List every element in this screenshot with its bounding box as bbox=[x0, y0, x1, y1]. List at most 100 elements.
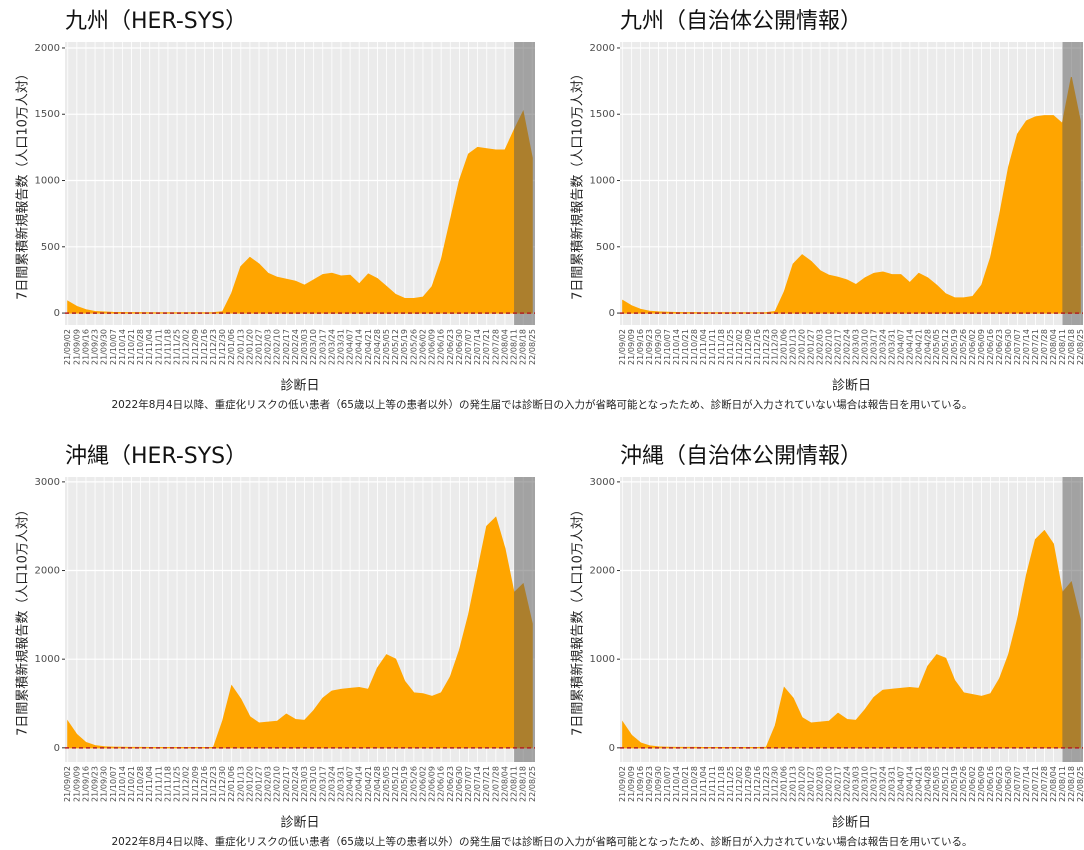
x-tick-label: 22/02/10 bbox=[273, 329, 282, 365]
x-tick-label: 22/03/17 bbox=[318, 766, 327, 802]
x-tick-label: 22/06/09 bbox=[977, 766, 986, 802]
x-tick-label: 22/06/09 bbox=[428, 766, 437, 802]
x-tick-label: 22/05/05 bbox=[382, 766, 391, 802]
x-tick-label: 22/08/11 bbox=[1058, 766, 1067, 802]
x-tick-label: 22/01/13 bbox=[789, 329, 798, 365]
y-axis-label: 7日間累積新規報告数（人口10万人対） bbox=[570, 503, 586, 736]
x-tick-label: 22/02/10 bbox=[825, 329, 834, 365]
x-tick-label: 21/10/07 bbox=[109, 329, 118, 365]
x-tick-label: 22/03/24 bbox=[878, 766, 887, 802]
x-tick-label: 22/05/05 bbox=[932, 766, 941, 802]
x-tick-label: 22/05/05 bbox=[932, 329, 941, 365]
x-tick-label: 22/07/21 bbox=[482, 766, 491, 802]
x-tick-label: 22/05/12 bbox=[391, 766, 400, 802]
x-tick-label: 22/05/26 bbox=[959, 766, 968, 802]
x-tick-label: 22/01/13 bbox=[236, 766, 245, 802]
x-tick-label: 21/12/02 bbox=[735, 329, 744, 365]
x-tick-label: 21/09/16 bbox=[81, 329, 90, 365]
x-tick-label: 22/04/14 bbox=[905, 766, 914, 802]
x-tick-label: 21/10/28 bbox=[690, 329, 699, 365]
x-tick-label: 22/03/17 bbox=[869, 329, 878, 365]
x-tick-label: 22/08/18 bbox=[1067, 766, 1076, 802]
x-tick-label: 22/06/02 bbox=[418, 329, 427, 365]
x-tick-label: 21/10/28 bbox=[136, 329, 145, 365]
x-tick-label: 21/12/23 bbox=[209, 766, 218, 802]
x-tick-label: 22/08/11 bbox=[510, 329, 519, 365]
x-tick-label: 22/08/11 bbox=[1058, 329, 1067, 365]
x-tick-label: 22/03/03 bbox=[851, 329, 860, 365]
x-tick-label: 22/08/04 bbox=[1049, 329, 1058, 365]
x-tick-label: 22/07/28 bbox=[1040, 766, 1049, 802]
y-tick-label: 2000 bbox=[590, 43, 615, 54]
footnote: 2022年8月4日以降、重症化リスクの低い患者（65歳以上等の患者以外）の発生届… bbox=[112, 398, 973, 411]
x-tick-label: 21/11/11 bbox=[154, 329, 163, 365]
x-tick-label: 21/11/18 bbox=[163, 329, 172, 365]
x-tick-label: 21/12/30 bbox=[218, 766, 227, 802]
y-tick-label: 2000 bbox=[590, 566, 615, 577]
x-tick-label: 21/11/04 bbox=[699, 329, 708, 365]
x-tick-label: 21/12/16 bbox=[753, 766, 762, 802]
x-tick-label: 21/12/30 bbox=[771, 766, 780, 802]
x-tick-label: 22/07/07 bbox=[1013, 766, 1022, 802]
x-tick-label: 21/11/04 bbox=[145, 329, 154, 365]
chart-title: 九州（HER-SYS） bbox=[65, 9, 247, 34]
x-tick-label: 21/12/23 bbox=[209, 329, 218, 365]
x-tick-label: 22/02/17 bbox=[282, 766, 291, 802]
x-tick-label: 21/09/16 bbox=[81, 766, 90, 802]
shaded-period bbox=[514, 42, 535, 325]
x-tick-label: 22/03/31 bbox=[887, 766, 896, 802]
x-tick-label: 22/04/28 bbox=[373, 329, 382, 365]
x-tick-label: 22/07/07 bbox=[1013, 329, 1022, 365]
x-tick-label: 22/05/05 bbox=[382, 329, 391, 365]
x-tick-label: 22/03/03 bbox=[300, 329, 309, 365]
y-tick-label: 1000 bbox=[35, 176, 60, 187]
x-tick-label: 22/03/24 bbox=[878, 329, 887, 365]
y-tick-label: 1000 bbox=[35, 654, 60, 665]
x-tick-label: 22/04/28 bbox=[923, 329, 932, 365]
y-tick-label: 1500 bbox=[590, 109, 615, 120]
x-tick-label: 22/04/21 bbox=[914, 766, 923, 802]
x-tick-label: 22/03/31 bbox=[336, 766, 345, 802]
x-tick-label: 22/02/17 bbox=[282, 329, 291, 365]
x-tick-label: 21/11/18 bbox=[163, 766, 172, 802]
x-tick-label: 22/04/07 bbox=[346, 766, 355, 802]
x-tick-label: 21/12/09 bbox=[191, 766, 200, 802]
x-tick-label: 21/09/09 bbox=[627, 329, 636, 365]
x-tick-label: 22/08/18 bbox=[1067, 329, 1076, 365]
x-tick-label: 21/10/21 bbox=[127, 766, 136, 802]
x-tick-label: 21/12/30 bbox=[218, 329, 227, 365]
x-tick-label: 21/12/30 bbox=[771, 329, 780, 365]
x-tick-label: 22/06/16 bbox=[986, 766, 995, 802]
x-tick-label: 22/01/06 bbox=[780, 329, 789, 365]
x-tick-label: 21/10/21 bbox=[681, 329, 690, 365]
x-tick-label: 22/04/07 bbox=[896, 766, 905, 802]
shaded-period bbox=[514, 477, 535, 762]
x-tick-label: 21/09/02 bbox=[618, 766, 627, 802]
x-tick-label: 22/05/19 bbox=[950, 329, 959, 365]
x-tick-label: 22/02/03 bbox=[816, 329, 825, 365]
x-tick-label: 22/02/24 bbox=[843, 329, 852, 365]
x-tick-label: 22/07/14 bbox=[1022, 766, 1031, 802]
x-tick-label: 22/01/20 bbox=[798, 329, 807, 365]
x-tick-label: 22/04/21 bbox=[364, 766, 373, 802]
x-tick-label: 22/03/24 bbox=[327, 329, 336, 365]
x-tick-label: 22/05/19 bbox=[400, 329, 409, 365]
x-tick-label: 22/06/09 bbox=[977, 329, 986, 365]
x-tick-label: 22/04/14 bbox=[355, 766, 364, 802]
x-tick-label: 22/06/16 bbox=[986, 329, 995, 365]
y-tick-label: 0 bbox=[54, 743, 60, 754]
x-tick-label: 22/03/24 bbox=[327, 766, 336, 802]
x-tick-label: 21/12/09 bbox=[191, 329, 200, 365]
x-tick-label: 22/06/30 bbox=[1004, 766, 1013, 802]
x-tick-label: 22/04/28 bbox=[373, 766, 382, 802]
x-tick-label: 22/02/10 bbox=[273, 766, 282, 802]
y-axis-label: 7日間累積新規報告数（人口10万人対） bbox=[15, 503, 31, 736]
x-tick-label: 22/05/12 bbox=[391, 329, 400, 365]
y-tick-label: 2000 bbox=[35, 566, 60, 577]
x-tick-label: 22/01/06 bbox=[227, 766, 236, 802]
x-tick-label: 21/09/16 bbox=[636, 766, 645, 802]
x-tick-label: 22/03/17 bbox=[869, 766, 878, 802]
area bbox=[622, 77, 1081, 314]
